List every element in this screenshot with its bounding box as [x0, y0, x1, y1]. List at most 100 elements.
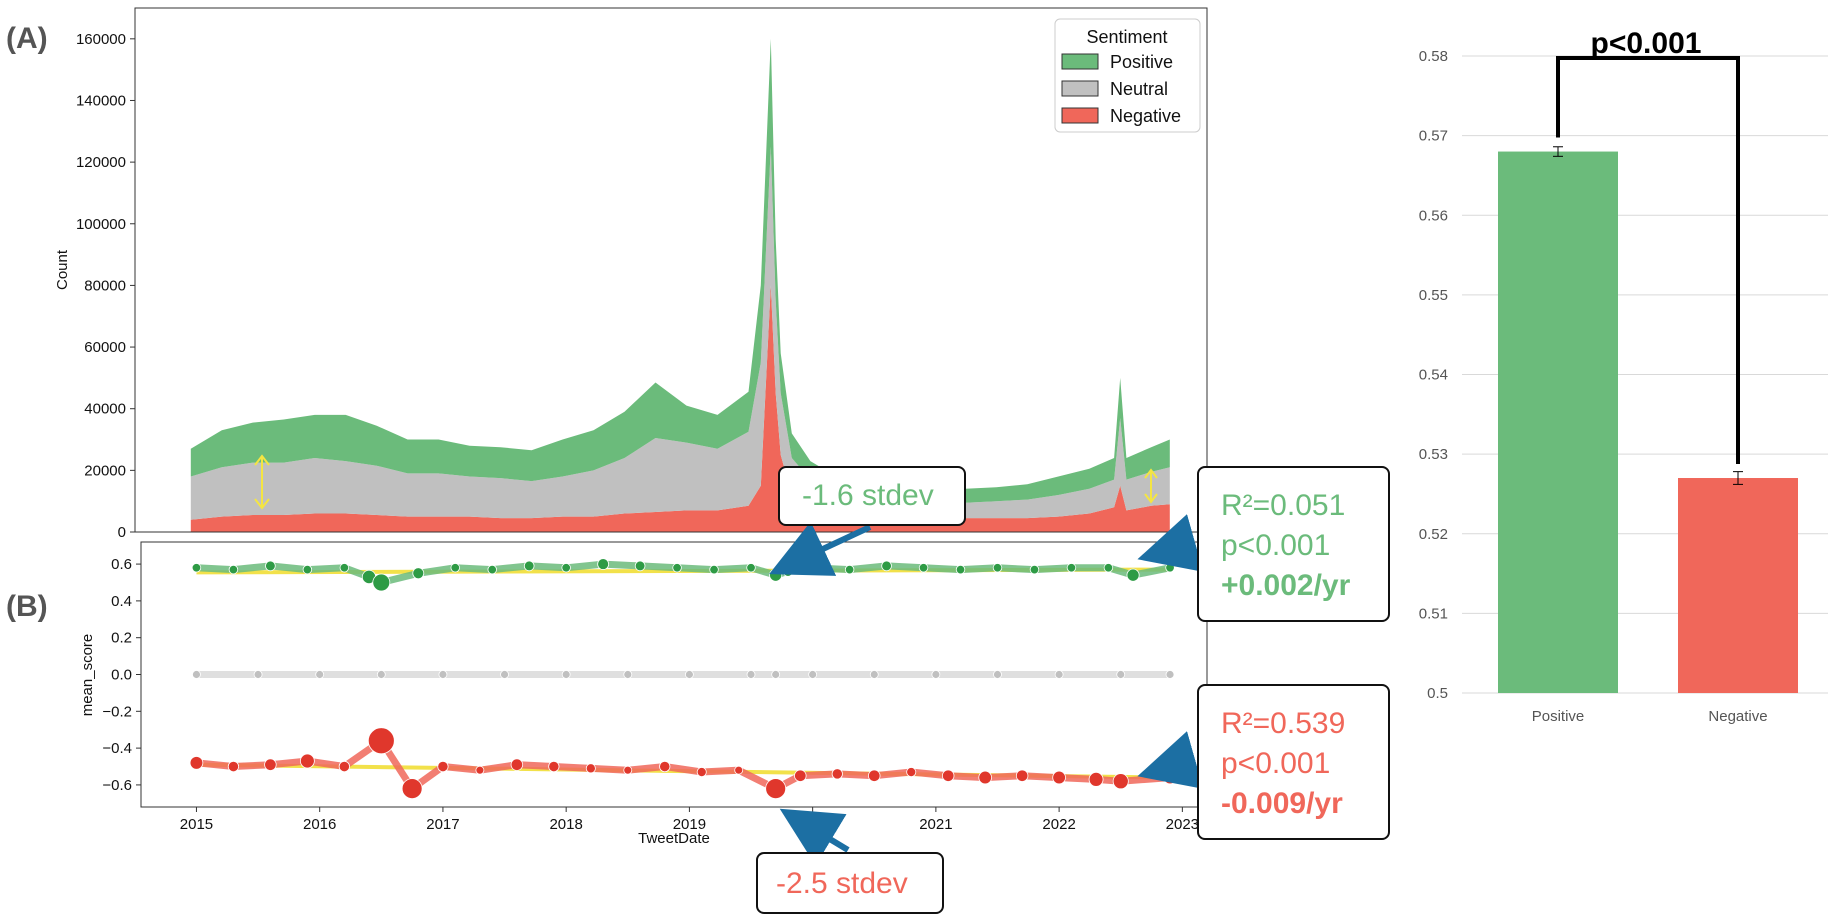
legend-swatch-neutral: [1061, 80, 1099, 97]
scatter-point-positive: [561, 563, 571, 573]
scatter-point-positive: [634, 560, 646, 572]
panel-b-y-axis-label: mean_score: [79, 634, 96, 717]
y-tick-label: 0.55: [1419, 287, 1448, 304]
y-tick-label: 0.54: [1419, 367, 1448, 384]
scatter-point-positive: [807, 563, 818, 573]
scatter-point-negative: [1163, 770, 1177, 785]
y-tick-label: 0.53: [1419, 446, 1448, 463]
negative-r2: R²=0.539: [1221, 707, 1346, 740]
legend-label-neutral: Neutral: [1110, 79, 1168, 99]
y-tick-label: 40000: [84, 401, 126, 418]
panel-a-y-axis: 0 20000 40000 60000 80000 100000 120000 140000 1…: [76, 31, 135, 541]
scatter-point-positive: [918, 563, 929, 573]
y-tick-label: −0.4: [102, 740, 132, 757]
scatter-point-positive: [992, 563, 1003, 573]
area-series-neutral: [190, 146, 1170, 520]
panel-a-frame: [134, 7, 1208, 533]
annotation-stdev-top: -1.6 stdev: [778, 466, 966, 526]
scatter-point-negative: [299, 753, 315, 769]
scatter-point-neutral: [192, 670, 201, 679]
scatter-point-positive: [339, 563, 350, 573]
scatter-point-neutral: [1165, 670, 1175, 679]
scatter-point-positive: [265, 560, 276, 572]
bar-negative: [1678, 478, 1798, 693]
scatter-point-negative: [659, 760, 671, 773]
scatter-point-positive: [709, 564, 719, 575]
scatter-point-positive: [1029, 564, 1040, 575]
scatter-point-neutral: [1116, 670, 1126, 679]
scatter-point-positive: [228, 564, 239, 575]
positive-slope: +0.002/yr: [1221, 569, 1351, 602]
bar-chart-x-axis: Positive Negative: [1532, 708, 1768, 725]
scatter-point-positive: [844, 564, 855, 575]
annotation-stdev-top-text: -1.6 stdev: [802, 479, 934, 512]
arrow-pos-stats: [1137, 514, 1204, 572]
x-tick-label: Positive: [1532, 708, 1585, 725]
legend-swatch-positive: [1061, 53, 1099, 70]
panel-a-chart: 0 20000 40000 60000 80000 100000 120000 140000 1…: [54, 7, 1208, 541]
y-tick-label: 0.58: [1419, 48, 1448, 65]
scatter-point-neutral: [500, 670, 509, 679]
scatter-point-negative: [227, 760, 240, 773]
panel-b-y-axis: −0.6 −0.4 −0.2 0.0 0.2 0.4 0.6: [102, 556, 141, 794]
y-tick-label: 60000: [84, 339, 126, 356]
scatter-plot: [189, 558, 1177, 799]
panel-b-x-axis: 2015 2016 2017 2018 2019 2020 2021 2022 2023: [180, 807, 1199, 833]
scatter-point-negative: [401, 778, 423, 799]
x-tick-label: 2017: [426, 816, 459, 833]
scatter-point-negative: [510, 758, 524, 771]
y-tick-label: 0.6: [111, 556, 132, 573]
scatter-point-negative: [1112, 773, 1129, 790]
panel-label-b: (B): [6, 590, 48, 623]
y-tick-label: 0.57: [1419, 128, 1448, 145]
scatter-point-neutral: [771, 670, 781, 679]
legend: Sentiment Positive Neutral Negative: [1054, 18, 1201, 133]
area-series-positive: [190, 38, 1170, 503]
scatter-point-positive: [412, 567, 425, 580]
scatter-point-negative: [623, 765, 633, 775]
scatter-point-neutral: [808, 670, 818, 679]
scatter-point-negative: [831, 768, 843, 780]
scatter-point-neutral: [931, 670, 941, 679]
y-tick-label: 120000: [76, 154, 126, 171]
panel-b-chart: −0.6 −0.4 −0.2 0.0 0.2 0.4 0.6 2015 2016 2017 201…: [79, 541, 1208, 847]
scatter-point-neutral: [746, 670, 756, 679]
annotation-arrows: [769, 514, 1204, 866]
y-tick-label: 0.5: [1427, 685, 1448, 702]
negative-p: p<0.001: [1221, 747, 1331, 780]
scatter-point-positive: [881, 560, 892, 572]
legend-swatch-negative: [1061, 107, 1099, 124]
scatter-point-negative: [437, 760, 449, 773]
panel-a-y-axis-label: Count: [54, 249, 71, 290]
significance-bracket: [1556, 56, 1740, 465]
scatter-point-positive: [1165, 563, 1175, 573]
scatter-point-negative: [942, 769, 955, 782]
yellow-gap-arrow-right: [1144, 468, 1158, 504]
y-tick-label: 0.0: [111, 667, 132, 684]
y-tick-label: 0.4: [111, 593, 132, 610]
y-tick-label: 20000: [84, 462, 126, 479]
bar-positive: [1498, 151, 1618, 694]
x-tick-label: 2018: [549, 816, 582, 833]
scatter-point-neutral: [1054, 670, 1064, 679]
arrow-neg-stats: [1137, 731, 1204, 789]
panel-b-x-axis-label: TweetDate: [638, 830, 710, 847]
y-tick-label: −0.6: [102, 777, 132, 794]
y-tick-label: 0: [118, 524, 126, 541]
scatter-point-positive: [769, 568, 783, 582]
scatter-point-positive: [372, 573, 391, 592]
x-tick-label: 2019: [673, 816, 706, 833]
arrow-stdev-bottom: [779, 808, 850, 866]
scatter-point-negative: [734, 765, 744, 775]
scatter-point-negative: [1088, 771, 1104, 787]
x-tick-label: Negative: [1708, 708, 1767, 725]
scatter-point-negative: [585, 763, 596, 774]
scatter-point-neutral: [438, 670, 448, 679]
scatter-point-neutral: [623, 670, 633, 679]
scatter-point-negative: [794, 769, 807, 782]
legend-title: Sentiment: [1086, 27, 1167, 47]
scatter-point-neutral: [685, 670, 694, 679]
y-tick-label: 80000: [84, 277, 126, 294]
annotation-stdev-bottom: -2.5 stdev: [756, 852, 944, 914]
